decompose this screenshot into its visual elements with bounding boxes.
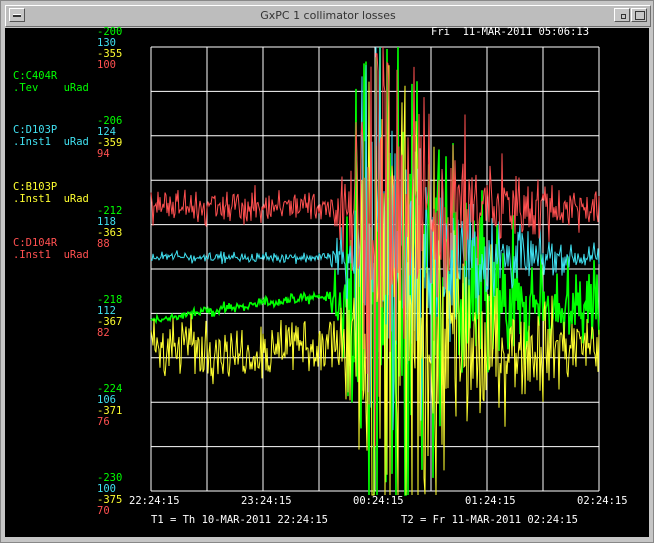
window-menu-button[interactable] — [9, 8, 25, 22]
series-line-c-d104r — [150, 46, 600, 447]
y-label-green: -224 — [97, 383, 123, 395]
y-label-red: 76 — [97, 416, 110, 428]
y-label-yellow: -375 — [97, 494, 123, 506]
header-datetime: Fri 11-MAR-2011 05:06:13 — [431, 26, 590, 38]
legend-unit-b103p: .Inst1 uRad — [13, 193, 89, 205]
y-label-cyan: 118 — [97, 216, 116, 228]
y-label-yellow: -355 — [97, 48, 123, 60]
legend-device-c404r: C:C404R — [13, 70, 58, 82]
legend-device-d104r: C:D104R — [13, 237, 58, 249]
y-label-green: -218 — [97, 294, 123, 306]
legend-device-d103p: C:D103P — [13, 124, 58, 136]
y-label-cyan: 100 — [97, 483, 116, 495]
y-label-cyan: 130 — [97, 37, 116, 49]
legend-device-b103p: C:B103P — [13, 181, 58, 193]
y-label-yellow: -363 — [97, 227, 123, 239]
plot-canvas: Fri 11-MAR-2011 05:06:13 C:C404R .Tev uR… — [5, 26, 649, 537]
y-label-red: 94 — [97, 148, 110, 160]
x-tick-label: 22:24:15 — [129, 495, 180, 507]
y-label-yellow: -359 — [97, 137, 123, 149]
x-tick-label: 01:24:15 — [465, 495, 516, 507]
window-title: GxPC 1 collimator losses — [260, 9, 396, 22]
y-label-cyan: 124 — [97, 126, 116, 138]
legend-unit-c404r: .Tev uRad — [13, 82, 89, 94]
minimize-button[interactable] — [614, 8, 630, 22]
x-tick-label: 23:24:15 — [241, 495, 292, 507]
maximize-button[interactable] — [631, 8, 647, 22]
y-label-cyan: 106 — [97, 394, 116, 406]
legend-unit-d103p: .Inst1 uRad — [13, 136, 89, 148]
y-label-green: -212 — [97, 205, 123, 217]
y-label-red: 100 — [97, 59, 116, 71]
y-label-cyan: 112 — [97, 305, 116, 317]
y-label-yellow: -371 — [97, 405, 123, 417]
legend-unit-d104r: .Inst1 uRad — [13, 249, 89, 261]
y-label-green: -230 — [97, 472, 123, 484]
y-label-red: 88 — [97, 238, 110, 250]
y-label-green: -200 — [97, 26, 123, 38]
x-tick-label: 00:24:15 — [353, 495, 404, 507]
footer-t2: T2 = Fr 11-MAR-2011 02:24:15 — [401, 514, 579, 526]
y-label-green: -206 — [97, 115, 123, 127]
footer-t1: T1 = Th 10-MAR-2011 22:24:15 — [151, 514, 329, 526]
y-label-yellow: -367 — [97, 316, 123, 328]
plot-area — [150, 46, 600, 496]
y-label-red: 70 — [97, 505, 110, 517]
y-label-red: 82 — [97, 327, 110, 339]
title-bar[interactable]: GxPC 1 collimator losses — [5, 5, 651, 27]
x-tick-label: 02:24:15 — [577, 495, 628, 507]
plot-traces — [150, 46, 600, 496]
plot-grid — [150, 46, 600, 492]
